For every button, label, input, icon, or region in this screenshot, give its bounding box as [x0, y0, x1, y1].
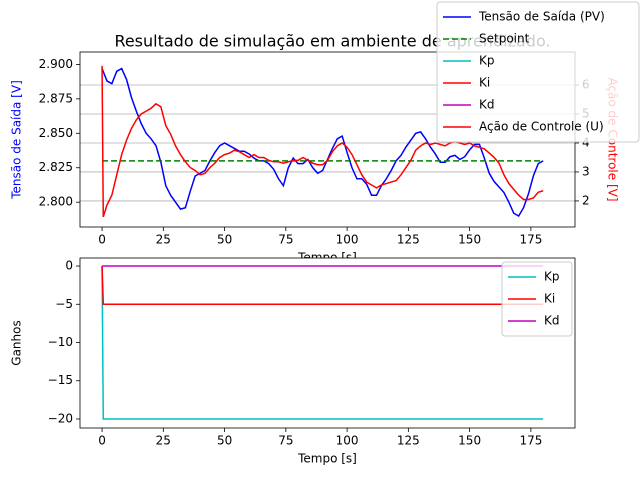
legend-label: Ação de Controle (U): [479, 120, 604, 134]
x-tick-label: 150: [458, 434, 481, 448]
axes-frame: [79, 257, 576, 429]
legend-label: Ki: [544, 292, 555, 306]
y-tick-label: 2.800: [39, 195, 73, 209]
y-tick-label: 0: [65, 259, 73, 273]
y2-tick-label: 3: [582, 164, 590, 178]
y-tick-label: −20: [48, 411, 73, 425]
x-tick-label: 75: [278, 233, 293, 247]
x-tick-label: 125: [397, 233, 420, 247]
legend-label: Kp: [544, 270, 560, 284]
series-line: [101, 266, 544, 420]
y-tick-label: −10: [48, 335, 73, 349]
x-tick-label: 0: [98, 434, 106, 448]
y-tick-label: 2.850: [39, 126, 73, 140]
x-tick-label: 175: [519, 434, 542, 448]
x-tick-label: 25: [156, 434, 171, 448]
legend-label: Kp: [479, 54, 495, 68]
legend-label: Kd: [479, 98, 495, 112]
legend-label: Ki: [479, 76, 490, 90]
legend: [501, 261, 573, 337]
y-tick-label: −15: [48, 373, 73, 387]
y2-tick-label: 2: [582, 193, 590, 207]
legend-label: Setpoint: [479, 32, 530, 46]
x-axis-label: Tempo [s]: [297, 452, 357, 466]
x-tick-label: 100: [336, 233, 359, 247]
x-tick-label: 0: [98, 233, 106, 247]
y-tick-label: 2.875: [39, 91, 73, 105]
x-tick-label: 50: [217, 233, 232, 247]
x-tick-label: 25: [156, 233, 171, 247]
x-tick-label: 50: [217, 434, 232, 448]
series-line: [101, 67, 544, 217]
plot-area: [80, 258, 575, 428]
series-line: [101, 266, 544, 306]
x-tick-label: 150: [458, 233, 481, 247]
x-tick-label: 175: [519, 233, 542, 247]
y-tick-label: −5: [55, 297, 73, 311]
x-tick-label: 125: [397, 434, 420, 448]
y-tick-label: 2.900: [39, 57, 73, 71]
legend-label: Tensão de Saída (PV): [478, 10, 605, 24]
legend-label: Kd: [544, 314, 560, 328]
figure-legend: [436, 1, 640, 143]
x-tick-label: 100: [336, 434, 359, 448]
y-axis-label: Ganhos: [10, 320, 24, 365]
x-tick-label: 75: [278, 434, 293, 448]
series-line: [101, 65, 544, 218]
y-tick-label: 2.825: [39, 160, 73, 174]
y-axis-label: Tensão de Saída [V]: [10, 80, 24, 200]
